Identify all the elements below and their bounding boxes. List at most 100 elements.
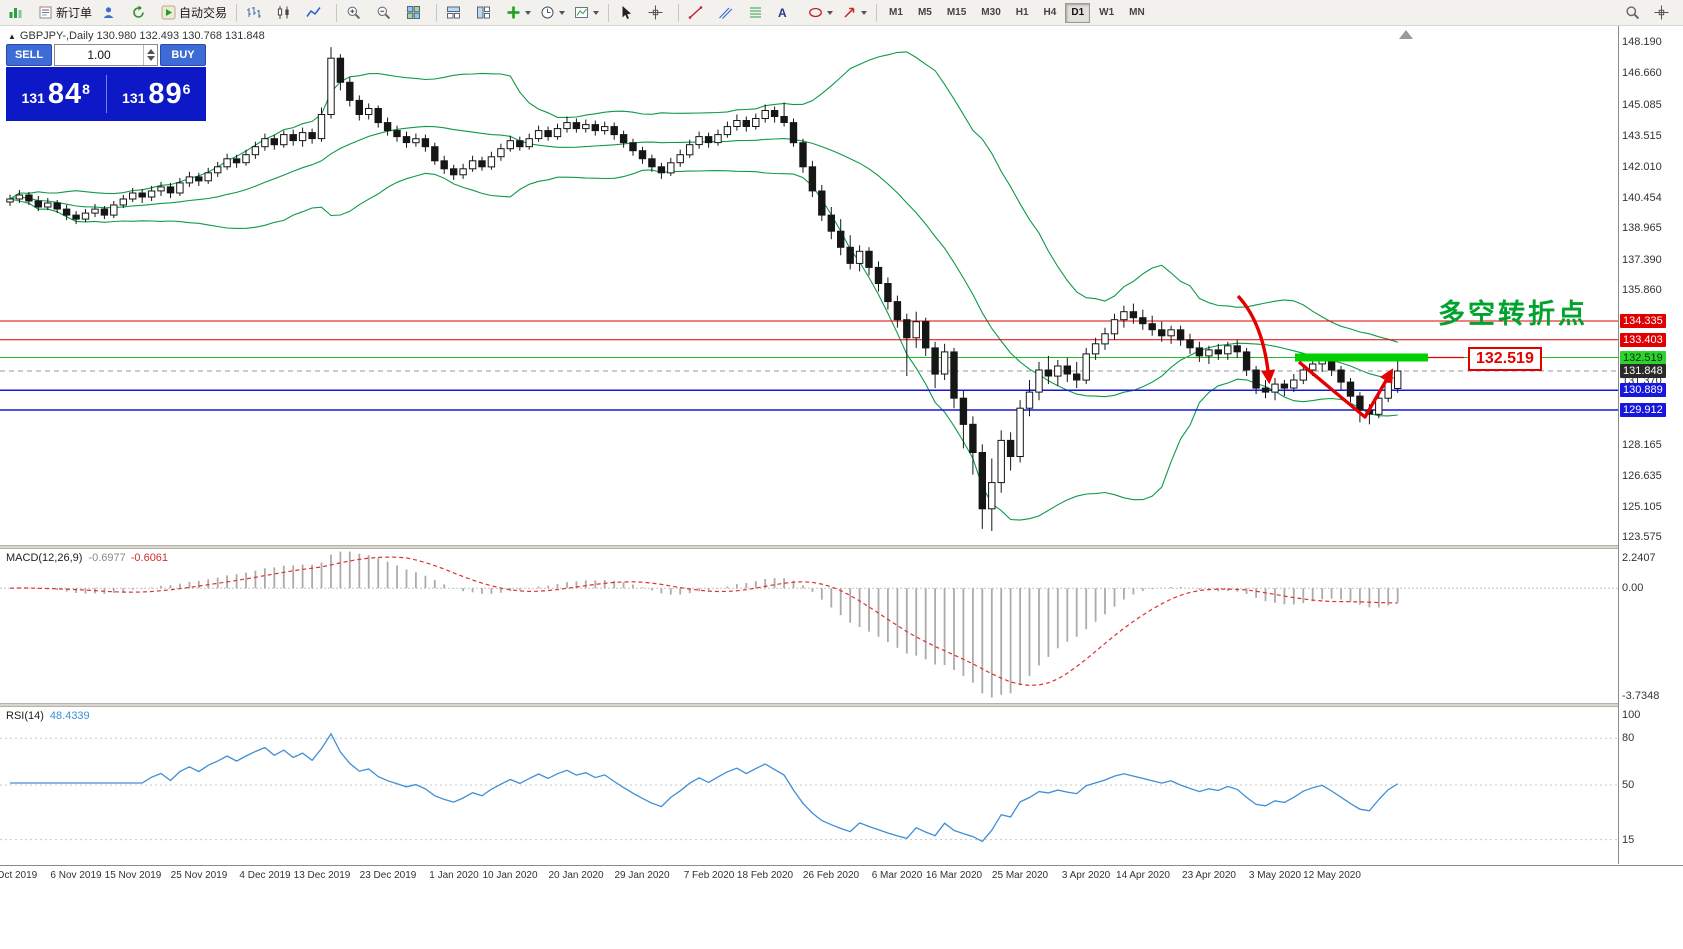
toolbar-separator xyxy=(608,3,610,22)
date-axis-label: 23 Apr 2020 xyxy=(1182,870,1236,881)
candlestick-chart-button[interactable] xyxy=(272,1,301,24)
profiles-button[interactable] xyxy=(97,1,126,24)
timeframe-m15-button[interactable]: M15 xyxy=(946,6,967,18)
text-button[interactable]: A xyxy=(774,1,803,24)
macd-panel[interactable] xyxy=(0,549,1618,703)
dropdown-caret-icon xyxy=(559,10,566,15)
axis-label: 125.105 xyxy=(1622,501,1662,513)
axis-label: 128.165 xyxy=(1622,439,1662,451)
bar-chart-button[interactable] xyxy=(242,1,271,24)
buy-price-big: 89 xyxy=(148,77,183,110)
templates-button[interactable] xyxy=(570,1,603,24)
zoom-in-icon xyxy=(347,6,361,20)
volume-down-icon[interactable] xyxy=(146,56,155,61)
volume-value: 1.00 xyxy=(87,48,111,62)
cascade-windows-button[interactable] xyxy=(472,1,501,24)
arrows-button[interactable] xyxy=(838,1,871,24)
new-order-button[interactable]: 新订单 xyxy=(34,1,96,24)
price-callout-label[interactable]: 132.519 xyxy=(1468,347,1542,371)
axis-label: 138.965 xyxy=(1622,222,1662,234)
channel-button[interactable] xyxy=(714,1,743,24)
volume-up-icon[interactable] xyxy=(146,49,155,54)
macd-histogram xyxy=(18,551,1399,698)
date-axis-label: 28 Oct 2019 xyxy=(0,870,38,881)
buy-button[interactable]: BUY xyxy=(160,44,206,66)
bars-icon xyxy=(247,7,262,18)
indicator-icon xyxy=(507,6,520,19)
tile-windows-button[interactable] xyxy=(402,1,431,24)
turning-point-annotation[interactable]: 多空转折点 xyxy=(1438,299,1588,329)
macd-indicator-label: MACD(12,26,9) -0.6977 -0.6061 xyxy=(6,552,168,564)
date-axis-label: 16 Mar 2020 xyxy=(925,870,983,881)
axis-label: 131.848 xyxy=(1620,364,1666,378)
timeframe-h4-button[interactable]: H4 xyxy=(1043,6,1057,18)
sell-price[interactable]: 131 848 xyxy=(6,78,106,111)
timeframe-m1-button[interactable]: M1 xyxy=(889,6,903,18)
symbol-ohlc-text: GBPJPY-,Daily 130.980 132.493 130.768 13… xyxy=(19,30,265,42)
search-button[interactable] xyxy=(1621,1,1650,24)
price-axis[interactable]: 148.190 146.660 145.085 143.515 142.010 140.4… xyxy=(1618,26,1683,864)
axis-label: 145.085 xyxy=(1622,99,1662,111)
refresh-button[interactable] xyxy=(127,1,156,24)
shapes-button[interactable] xyxy=(804,1,837,24)
axis-label: 129.912 xyxy=(1620,403,1666,417)
date-axis-label: 23 Dec 2019 xyxy=(359,870,417,881)
timeframe-m5-button[interactable]: M5 xyxy=(917,6,932,18)
date-axis-label: 3 May 2020 xyxy=(1248,870,1302,881)
axis-label: 130.889 xyxy=(1620,383,1666,397)
timeframe-mn-button[interactable]: MN xyxy=(1129,6,1145,18)
main-chart[interactable] xyxy=(0,26,1618,545)
timeframe-w1-button[interactable]: W1 xyxy=(1099,6,1115,18)
fibo-icon xyxy=(750,7,762,18)
date-axis-label: 25 Mar 2020 xyxy=(991,870,1049,881)
cursor-button[interactable] xyxy=(614,1,643,24)
collapse-icon[interactable]: ▲ xyxy=(8,32,16,41)
chart-drawings[interactable] xyxy=(1236,294,1464,419)
sell-price-big: 84 xyxy=(47,77,83,110)
axis-label: 132.519 xyxy=(1620,351,1666,365)
axis-label: 137.390 xyxy=(1622,254,1662,266)
candles-icon xyxy=(277,6,289,19)
date-axis-label: 6 Nov 2019 xyxy=(50,870,102,881)
macd-signal-value: -0.6061 xyxy=(130,552,169,564)
dropdown-caret-icon xyxy=(525,10,532,15)
volume-stepper[interactable]: 1.00 xyxy=(54,44,158,66)
indicators-button[interactable] xyxy=(502,1,535,24)
timeframe-d1-button[interactable]: D1 xyxy=(1065,2,1091,23)
sell-price-sup: 8 xyxy=(82,80,90,97)
rsi-panel[interactable] xyxy=(0,707,1618,863)
dropdown-caret-icon xyxy=(593,10,600,15)
zoom-in-button[interactable] xyxy=(342,1,371,24)
order-icon xyxy=(39,6,52,19)
periods-button[interactable] xyxy=(536,1,569,24)
timeframe-m30-button[interactable]: M30 xyxy=(981,6,1001,18)
sell-button[interactable]: SELL xyxy=(6,44,52,66)
layout-a-icon xyxy=(447,6,461,19)
panel-splitter[interactable] xyxy=(0,545,1683,549)
date-axis-label: 10 Jan 2020 xyxy=(482,870,538,881)
dropdown-caret-icon xyxy=(827,10,834,15)
date-axis-label: 15 Nov 2019 xyxy=(104,870,162,881)
new-chart-button[interactable] xyxy=(4,1,33,24)
trendline-button[interactable] xyxy=(684,1,713,24)
autotrading-button[interactable]: 自动交易 xyxy=(157,1,231,24)
panel-splitter[interactable] xyxy=(0,703,1683,707)
zoom-out-button[interactable] xyxy=(372,1,401,24)
autotrading-button-label: 自动交易 xyxy=(179,6,228,20)
crosshair-button[interactable] xyxy=(644,1,673,24)
layout-b-icon xyxy=(477,6,491,19)
rsi-name: RSI(14) xyxy=(6,710,44,722)
axis-label: 2.2407 xyxy=(1622,552,1656,564)
buy-price[interactable]: 131 896 xyxy=(107,78,207,111)
timeframe-h1-button[interactable]: H1 xyxy=(1015,6,1029,18)
buy-price-sup: 6 xyxy=(182,80,191,97)
fibonacci-button[interactable] xyxy=(744,1,773,24)
arrange-windows-button[interactable] xyxy=(442,1,471,24)
quick-navigation-button[interactable] xyxy=(1650,1,1679,24)
axis-label: 134.335 xyxy=(1620,314,1666,328)
line-chart-button[interactable] xyxy=(302,1,331,24)
template-icon xyxy=(575,7,589,18)
